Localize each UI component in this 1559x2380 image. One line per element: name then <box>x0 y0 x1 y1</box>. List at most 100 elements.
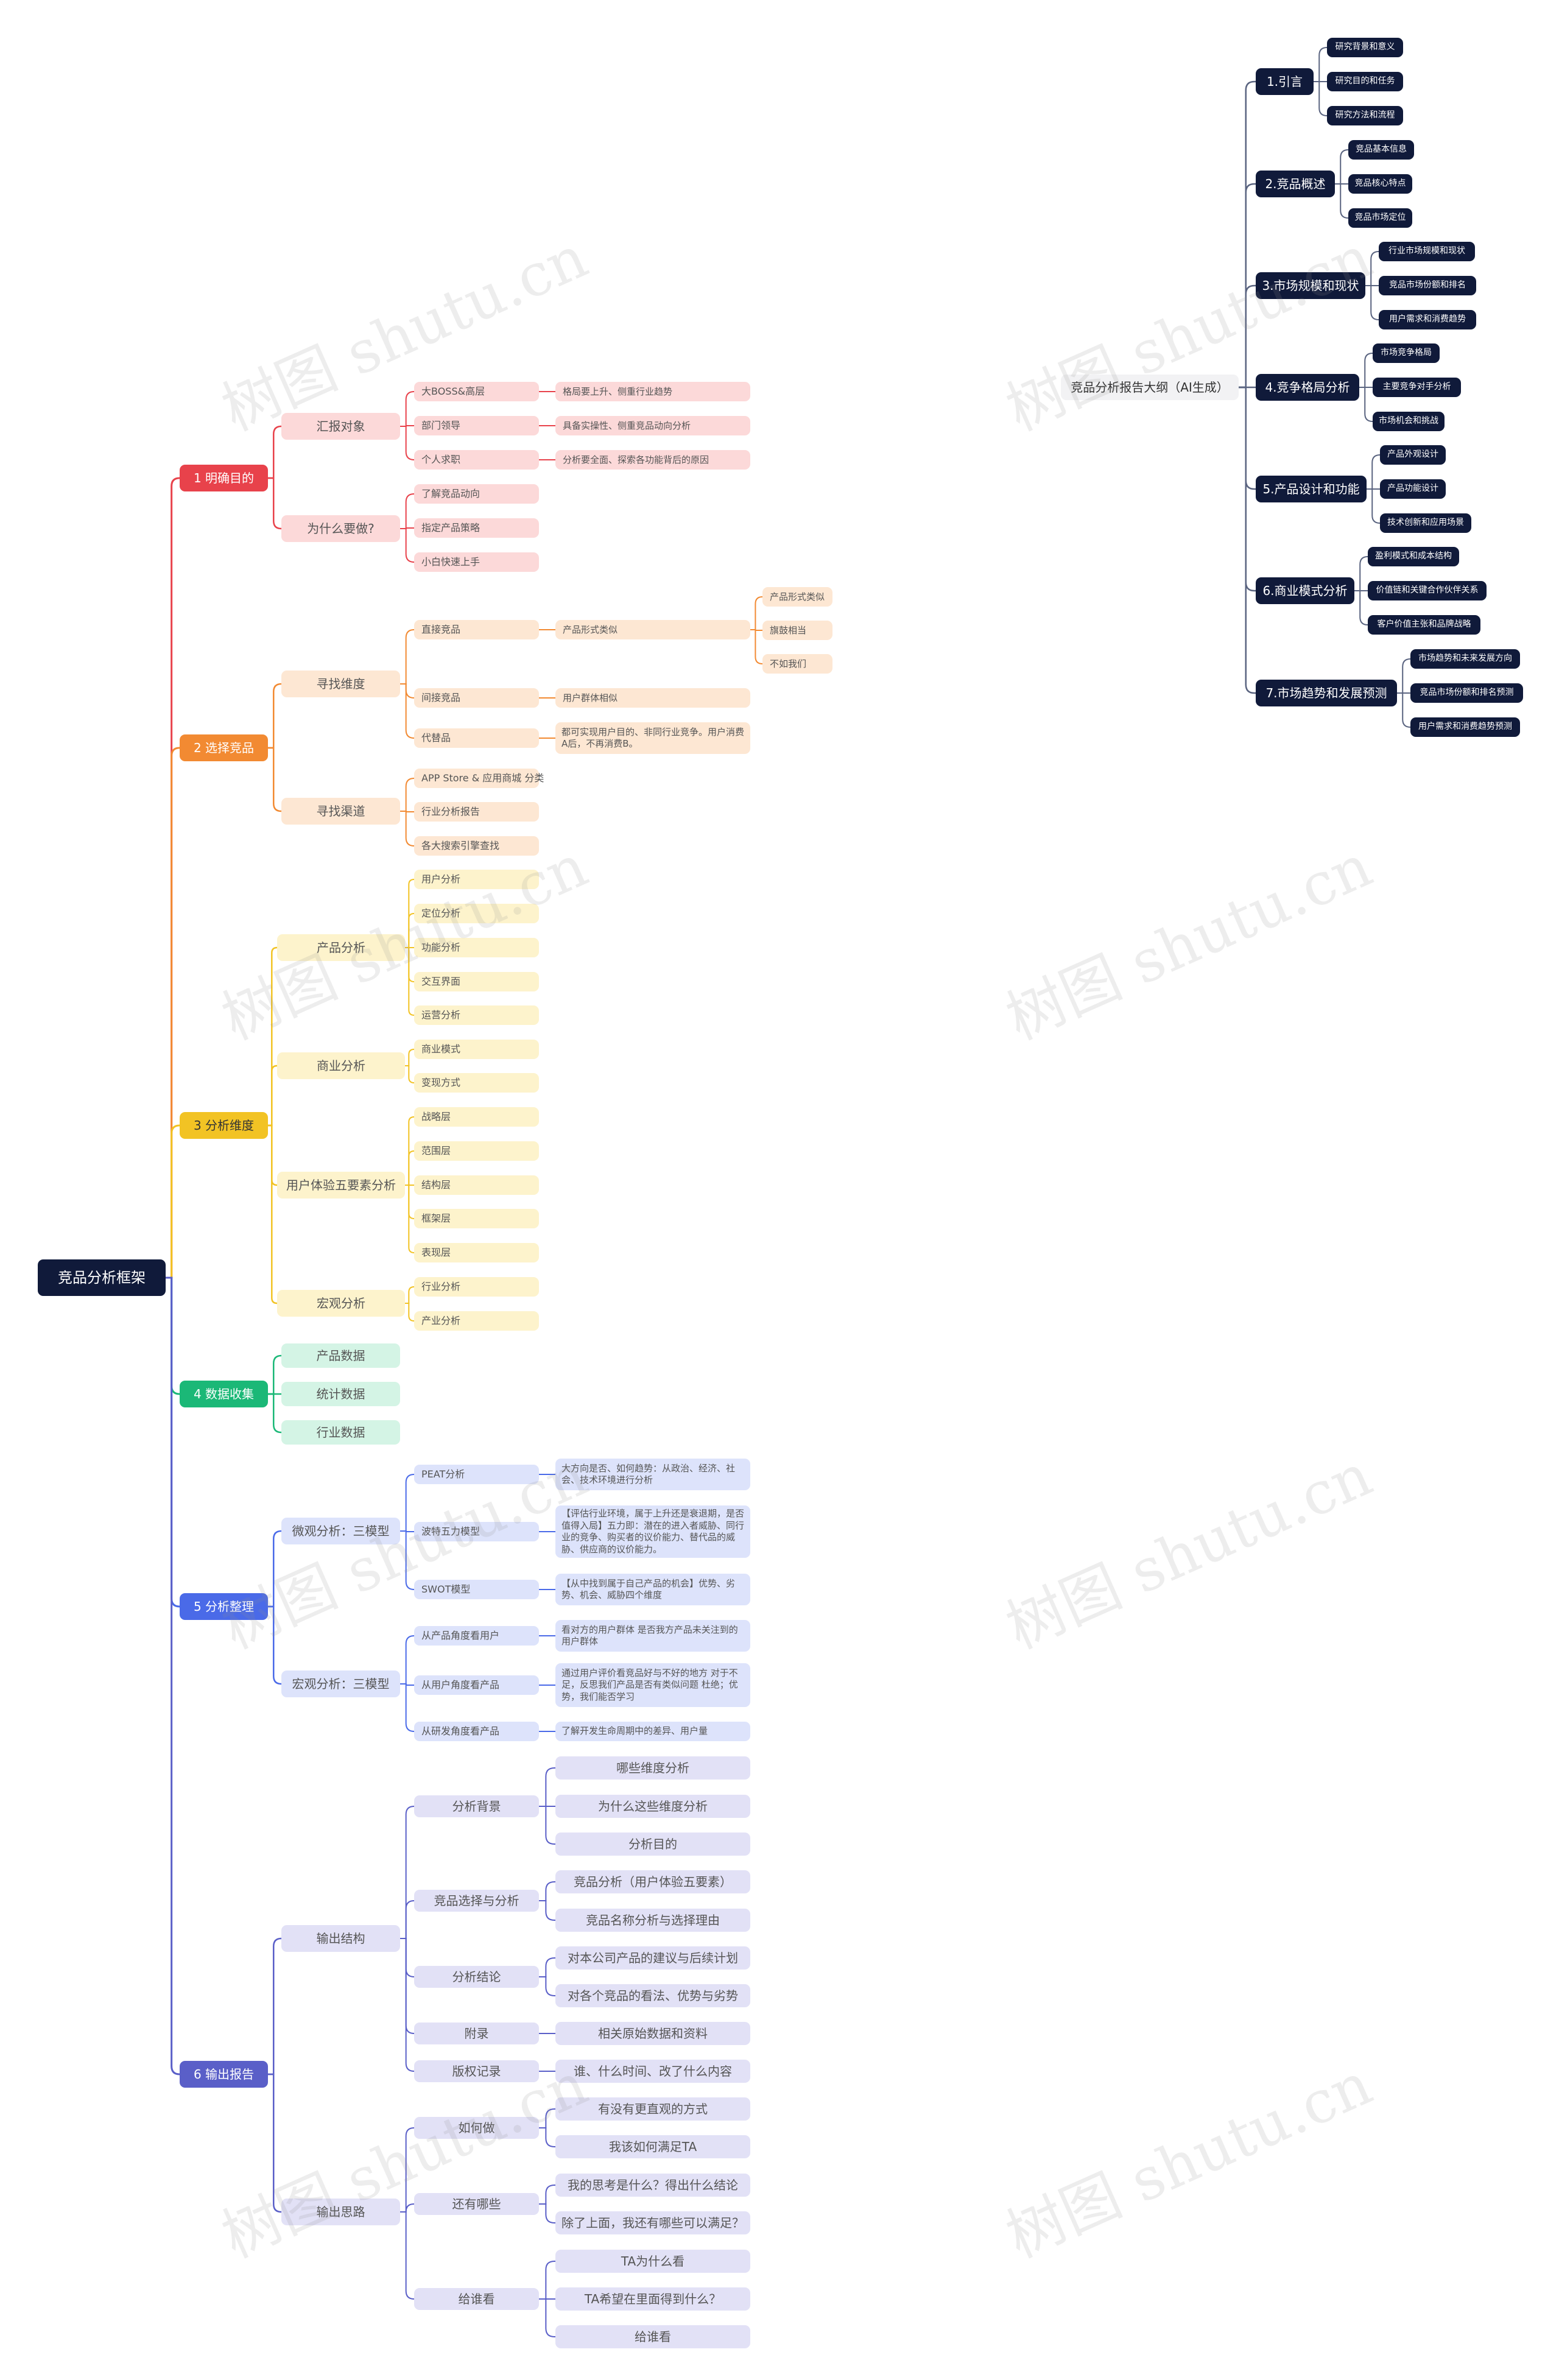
micro-model-note[interactable]: 【评估行业环境，属于上升还是衰退期，是否值得入局】五力即：潜在的进入者威胁、同行… <box>555 1505 750 1558</box>
topic-analysis-c4[interactable]: 宏观分析 <box>277 1290 405 1317</box>
structure-group[interactable]: 版权记录 <box>414 2060 539 2082</box>
analysis-item[interactable]: 用户分析 <box>414 870 539 889</box>
audience-note[interactable]: 分析要全面、探索各功能背后的原因 <box>555 450 750 470</box>
direct-competitor[interactable]: 直接竞品 <box>414 620 539 639</box>
micro-model-note[interactable]: 大方向是否、如何趋势：从政治、经济、社会、技术环境进行分析 <box>555 1459 750 1490</box>
structure-item[interactable]: 竞品分析（用户体验五要素） <box>555 1870 750 1893</box>
macro-model[interactable]: 从产品角度看用户 <box>414 1626 539 1646</box>
thinking-item[interactable]: TA为什么看 <box>555 2250 750 2273</box>
topic-report-audience[interactable]: 汇报对象 <box>281 413 400 440</box>
topic-output-thinking[interactable]: 输出思路 <box>281 2199 400 2225</box>
analysis-item[interactable]: 运营分析 <box>414 1005 539 1025</box>
thinking-item[interactable]: 我该如何满足TA <box>555 2135 750 2158</box>
branch-4-data-collection[interactable]: 4 数据收集 <box>180 1381 268 1407</box>
outline-item[interactable]: 用户需求和消费趋势预测 <box>1410 717 1520 737</box>
outline-item[interactable]: 研究方法和流程 <box>1327 106 1403 125</box>
outline-item[interactable]: 技术创新和应用场景 <box>1380 513 1471 533</box>
outline-section[interactable]: 3.市场规模和现状 <box>1256 272 1365 299</box>
structure-item[interactable]: 谁、什么时间、改了什么内容 <box>555 2060 750 2083</box>
analysis-item[interactable]: 变现方式 <box>414 1073 539 1093</box>
thinking-item[interactable]: TA希望在里面得到什么？ <box>555 2287 750 2311</box>
thinking-group[interactable]: 还有哪些 <box>414 2193 539 2215</box>
direct-competitor-note[interactable]: 产品形式类似 <box>555 620 750 639</box>
outline-item[interactable]: 市场竞争格局 <box>1373 343 1440 363</box>
outline-item[interactable]: 客户价值主张和品牌战略 <box>1368 615 1480 635</box>
analysis-item[interactable]: 结构层 <box>414 1175 539 1195</box>
audience-note[interactable]: 具备实操性、侧重竞品动向分析 <box>555 416 750 435</box>
data-item[interactable]: 行业数据 <box>281 1420 400 1445</box>
structure-item[interactable]: 分析目的 <box>555 1833 750 1856</box>
data-item[interactable]: 统计数据 <box>281 1382 400 1406</box>
outline-item[interactable]: 产品功能设计 <box>1380 479 1446 499</box>
branch-1-clarify-purpose[interactable]: 1 明确目的 <box>180 465 268 491</box>
outline-section[interactable]: 1.引言 <box>1256 68 1314 95</box>
audience-item[interactable]: 大BOSS&高层 <box>414 382 539 401</box>
direct-sub-item[interactable]: 不如我们 <box>762 654 832 674</box>
root-node[interactable]: 竞品分析框架 <box>38 1259 166 1296</box>
thinking-item[interactable]: 除了上面，我还有哪些可以满足？ <box>555 2211 750 2234</box>
topic-analysis-c1[interactable]: 产品分析 <box>277 934 405 961</box>
outline-item[interactable]: 盈利模式和成本结构 <box>1368 547 1459 566</box>
analysis-item[interactable]: 战略层 <box>414 1107 539 1127</box>
outline-item[interactable]: 主要竞争对手分析 <box>1373 378 1461 397</box>
topic-micro-analysis[interactable]: 微观分析：三模型 <box>281 1518 400 1544</box>
branch-5-organize-analysis[interactable]: 5 分析整理 <box>180 1593 268 1620</box>
outline-item[interactable]: 行业市场规模和现状 <box>1379 242 1475 261</box>
outline-section[interactable]: 6.商业模式分析 <box>1256 577 1354 604</box>
outline-section[interactable]: 2.竞品概述 <box>1256 171 1335 197</box>
reason-item[interactable]: 指定产品策略 <box>414 518 539 538</box>
analysis-item[interactable]: 交互界面 <box>414 972 539 991</box>
structure-item[interactable]: 哪些维度分析 <box>555 1756 750 1780</box>
macro-model-note[interactable]: 通过用户评价看竞品好与不好的地方 对于不足，反思我们产品是否有类似问题 杜绝；优… <box>555 1663 750 1707</box>
topic-search-dimension[interactable]: 寻找维度 <box>281 671 400 697</box>
direct-sub-item[interactable]: 旗鼓相当 <box>762 621 832 640</box>
outline-item[interactable]: 产品外观设计 <box>1380 445 1446 465</box>
structure-item[interactable]: 为什么这些维度分析 <box>555 1795 750 1818</box>
structure-group[interactable]: 附录 <box>414 2023 539 2044</box>
thinking-group[interactable]: 如何做 <box>414 2117 539 2139</box>
outline-item[interactable]: 研究目的和任务 <box>1327 72 1403 91</box>
micro-model-note[interactable]: 【从中找到属于自己产品的机会】优势、劣势、机会、威胁四个维度 <box>555 1574 750 1605</box>
reason-item[interactable]: 了解竞品动向 <box>414 484 539 504</box>
channel-item[interactable]: APP Store & 应用商城 分类 <box>414 769 544 788</box>
outline-section[interactable]: 4.竞争格局分析 <box>1256 374 1359 401</box>
structure-item[interactable]: 对各个竞品的看法、优势与劣势 <box>555 1984 750 2007</box>
outline-item[interactable]: 研究背景和意义 <box>1327 38 1403 57</box>
outline-item[interactable]: 竞品市场定位 <box>1348 208 1412 228</box>
structure-group[interactable]: 竞品选择与分析 <box>414 1890 539 1912</box>
analysis-item[interactable]: 定位分析 <box>414 904 539 923</box>
analysis-item[interactable]: 框架层 <box>414 1209 539 1228</box>
structure-item[interactable]: 竞品名称分析与选择理由 <box>555 1909 750 1932</box>
micro-model[interactable]: SWOT模型 <box>414 1580 539 1599</box>
outline-item[interactable]: 竞品市场份额和排名预测 <box>1410 683 1523 703</box>
topic-search-channel[interactable]: 寻找渠道 <box>281 798 400 825</box>
outline-section[interactable]: 5.产品设计和功能 <box>1256 476 1367 502</box>
topic-analysis-c2[interactable]: 商业分析 <box>277 1052 405 1079</box>
outline-item[interactable]: 竞品市场份额和排名 <box>1379 276 1476 295</box>
analysis-item[interactable]: 范围层 <box>414 1141 539 1161</box>
analysis-item[interactable]: 功能分析 <box>414 938 539 957</box>
branch-3-analysis-dimension[interactable]: 3 分析维度 <box>180 1112 268 1139</box>
indirect-competitor-note[interactable]: 用户群体相似 <box>555 688 750 708</box>
channel-item[interactable]: 行业分析报告 <box>414 802 539 822</box>
substitute-product[interactable]: 代替品 <box>414 728 539 748</box>
analysis-item[interactable]: 商业模式 <box>414 1040 539 1059</box>
macro-model[interactable]: 从用户角度看产品 <box>414 1675 539 1695</box>
outline-item[interactable]: 竞品核心特点 <box>1348 174 1412 194</box>
data-item[interactable]: 产品数据 <box>281 1343 400 1368</box>
structure-item[interactable]: 对本公司产品的建议与后续计划 <box>555 1946 750 1970</box>
thinking-group[interactable]: 给谁看 <box>414 2288 539 2310</box>
outline-root[interactable]: 竞品分析报告大纲（AI生成） <box>1061 375 1239 400</box>
branch-6-output-report[interactable]: 6 输出报告 <box>180 2061 268 2088</box>
thinking-item[interactable]: 我的思考是什么？得出什么结论 <box>555 2174 750 2197</box>
topic-output-structure[interactable]: 输出结构 <box>281 1925 400 1952</box>
audience-note[interactable]: 格局要上升、侧重行业趋势 <box>555 382 750 401</box>
topic-macro-analysis[interactable]: 宏观分析：三模型 <box>281 1671 400 1697</box>
audience-item[interactable]: 个人求职 <box>414 450 539 470</box>
macro-model-note[interactable]: 看对方的用户群体 是否我方产品未关注到的用户群体 <box>555 1620 750 1652</box>
audience-item[interactable]: 部门领导 <box>414 416 539 435</box>
indirect-competitor[interactable]: 间接竞品 <box>414 688 539 708</box>
thinking-item[interactable]: 有没有更直观的方式 <box>555 2097 750 2121</box>
macro-model-note[interactable]: 了解开发生命周期中的差异、用户量 <box>555 1722 750 1741</box>
analysis-item[interactable]: 行业分析 <box>414 1277 539 1297</box>
